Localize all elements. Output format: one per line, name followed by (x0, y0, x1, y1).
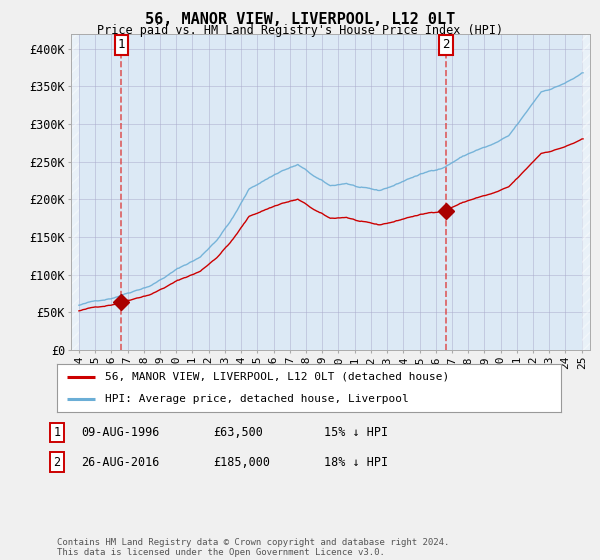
Text: HPI: Average price, detached house, Liverpool: HPI: Average price, detached house, Live… (105, 394, 409, 404)
Text: £185,000: £185,000 (213, 455, 270, 469)
Text: 2: 2 (442, 39, 449, 52)
Text: 15% ↓ HPI: 15% ↓ HPI (324, 426, 388, 439)
Text: 2: 2 (53, 455, 61, 469)
Text: Contains HM Land Registry data © Crown copyright and database right 2024.
This d: Contains HM Land Registry data © Crown c… (57, 538, 449, 557)
Text: 1: 1 (118, 39, 125, 52)
Text: 56, MANOR VIEW, LIVERPOOL, L12 0LT: 56, MANOR VIEW, LIVERPOOL, L12 0LT (145, 12, 455, 27)
Text: 18% ↓ HPI: 18% ↓ HPI (324, 455, 388, 469)
Text: 56, MANOR VIEW, LIVERPOOL, L12 0LT (detached house): 56, MANOR VIEW, LIVERPOOL, L12 0LT (deta… (105, 372, 449, 382)
Text: 1: 1 (53, 426, 61, 439)
Text: Price paid vs. HM Land Registry's House Price Index (HPI): Price paid vs. HM Land Registry's House … (97, 24, 503, 36)
Text: 09-AUG-1996: 09-AUG-1996 (81, 426, 160, 439)
Text: 26-AUG-2016: 26-AUG-2016 (81, 455, 160, 469)
Text: £63,500: £63,500 (213, 426, 263, 439)
